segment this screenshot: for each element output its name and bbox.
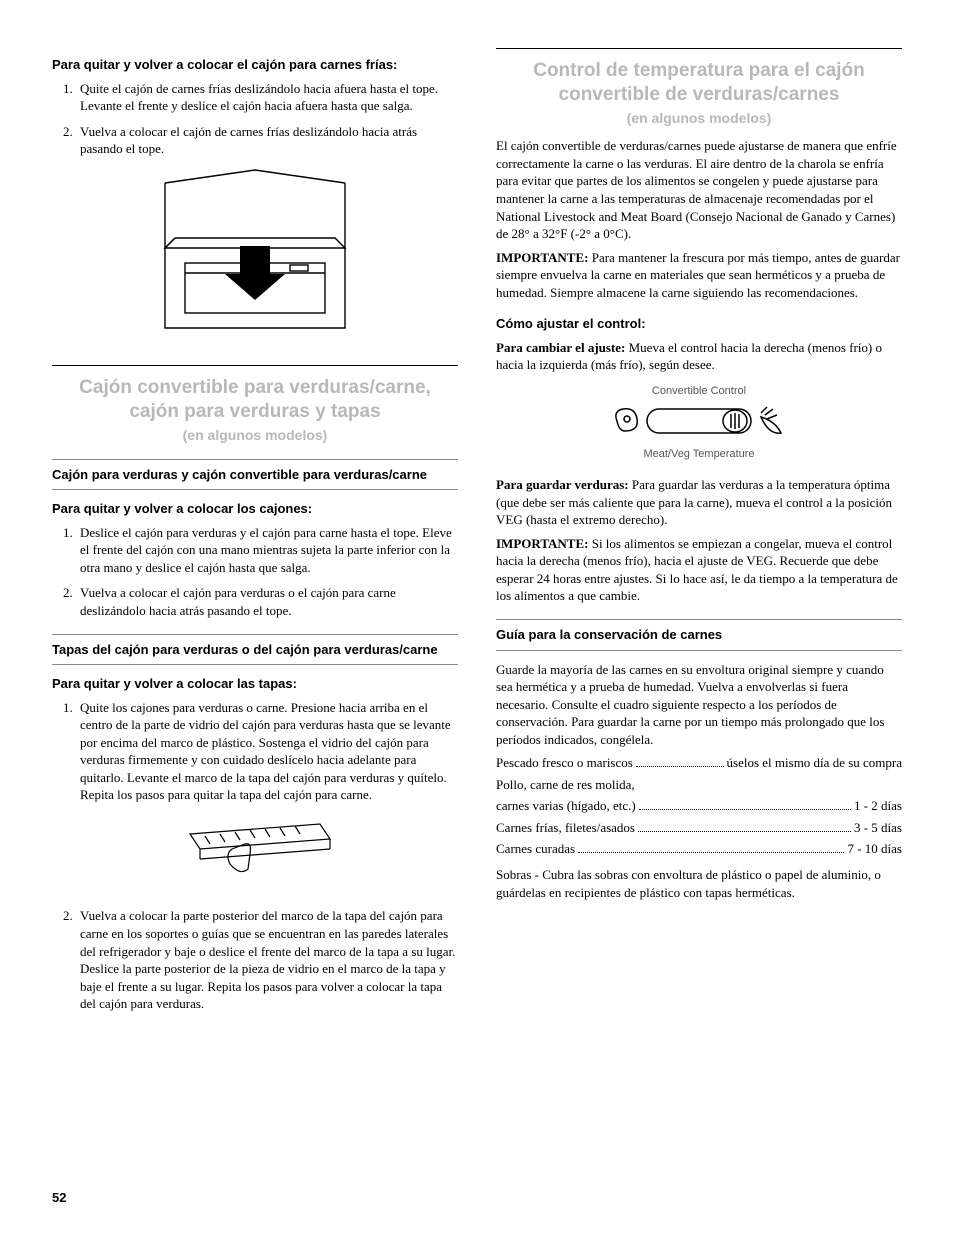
steps-drawers: Deslice el cajón para verduras y el cajó… (52, 524, 458, 620)
steps-covers-cont: Vuelva a colocar la parte posterior del … (52, 907, 458, 1012)
store-veg-label: Para guardar verduras: (496, 477, 629, 492)
list-item: Deslice el cajón para verduras y el cajó… (76, 524, 458, 577)
figure-glass-cover (52, 814, 458, 894)
divider (52, 365, 458, 366)
guide-intro: Guarde la mayoría de las carnes en su en… (496, 661, 902, 749)
leftovers-note: Sobras - Cubra las sobras con envoltura … (496, 866, 902, 901)
heading-remove-cold-cuts: Para quitar y volver a colocar el cajón … (52, 56, 458, 74)
storage-value: 1 - 2 días (854, 797, 902, 815)
control-caption-top: Convertible Control (496, 384, 902, 399)
storage-row-poultry: Pollo, carne de res molida, carnes varia… (496, 776, 902, 815)
title-line-1: Control de temperatura para el cajón (533, 60, 865, 81)
list-item: Quite el cajón de carnes frías deslizánd… (76, 80, 458, 115)
storage-label-line1: Pollo, carne de res molida, (496, 776, 902, 794)
title-line-2: cajón para verduras y tapas (129, 401, 380, 422)
storage-value: úselos el mismo día de su compra (727, 754, 902, 772)
storage-row-cured: Carnes curadas 7 - 10 días (496, 840, 902, 858)
divider (496, 48, 902, 49)
heading-remove-covers: Para quitar y volver a colocar las tapas… (52, 675, 458, 693)
storage-value: 7 - 10 días (847, 840, 902, 858)
intro-paragraph: El cajón convertible de verduras/carnes … (496, 137, 902, 242)
important-label: IMPORTANTE: (496, 250, 588, 265)
left-column: Para quitar y volver a colocar el cajón … (52, 48, 458, 1021)
storage-label: Carnes frías, filetes/asados (496, 819, 635, 837)
storage-value: 3 - 5 días (854, 819, 902, 837)
important-note-1: IMPORTANTE: Para mantener la frescura po… (496, 249, 902, 302)
section-title: Cajón convertible para verduras/carne, c… (52, 376, 458, 424)
page-number: 52 (52, 1189, 66, 1207)
change-setting-label: Para cambiar el ajuste: (496, 340, 625, 355)
section-title-temp-control: Control de temperatura para el cajón con… (496, 59, 902, 107)
storage-row-cold-cuts: Carnes frías, filetes/asados 3 - 5 días (496, 819, 902, 837)
store-veg-para: Para guardar verduras: Para guardar las … (496, 476, 902, 529)
important-note-2: IMPORTANTE: Si los alimentos se empiezan… (496, 535, 902, 605)
heading-remove-drawers: Para quitar y volver a colocar los cajon… (52, 500, 458, 518)
leader-dots (636, 766, 724, 767)
control-caption-bottom: Meat/Veg Temperature (496, 447, 902, 462)
subheading-covers: Tapas del cajón para verduras o del cajó… (52, 634, 458, 666)
important-label: IMPORTANTE: (496, 536, 588, 551)
change-setting-para: Para cambiar el ajuste: Mueva el control… (496, 339, 902, 374)
storage-label: Pescado fresco o mariscos (496, 754, 633, 772)
storage-label: Carnes curadas (496, 840, 575, 858)
list-item: Vuelva a colocar la parte posterior del … (76, 907, 458, 1012)
right-column: Control de temperatura para el cajón con… (496, 48, 902, 1021)
storage-row-fish: Pescado fresco o mariscos úselos el mism… (496, 754, 902, 772)
title-line-1: Cajón convertible para verduras/carne, (79, 377, 431, 398)
title-line-2: convertible de verduras/carnes (559, 84, 840, 105)
storage-label-line2: carnes varias (hígado, etc.) (496, 797, 636, 815)
steps-cold-cuts: Quite el cajón de carnes frías deslizánd… (52, 80, 458, 158)
page-columns: Para quitar y volver a colocar el cajón … (52, 48, 902, 1021)
subheading-meat-guide: Guía para la conservación de carnes (496, 619, 902, 651)
list-item: Vuelva a colocar el cajón para verduras … (76, 584, 458, 619)
list-item: Vuelva a colocar el cajón de carnes fría… (76, 123, 458, 158)
section-subtitle: (en algunos modelos) (52, 426, 458, 445)
section-subtitle: (en algunos modelos) (496, 109, 902, 128)
leader-dots (638, 831, 851, 832)
heading-adjust-control: Cómo ajustar el control: (496, 315, 902, 333)
list-item: Quite los cajones para verduras o carne.… (76, 699, 458, 804)
figure-drawer-arrow (52, 168, 458, 348)
leader-dots (639, 809, 851, 810)
steps-covers: Quite los cajones para verduras o carne.… (52, 699, 458, 804)
figure-convertible-control: Convertible Control (496, 384, 902, 462)
subheading-crisper-convertible: Cajón para verduras y cajón convertible … (52, 459, 458, 491)
leader-dots (578, 852, 844, 853)
